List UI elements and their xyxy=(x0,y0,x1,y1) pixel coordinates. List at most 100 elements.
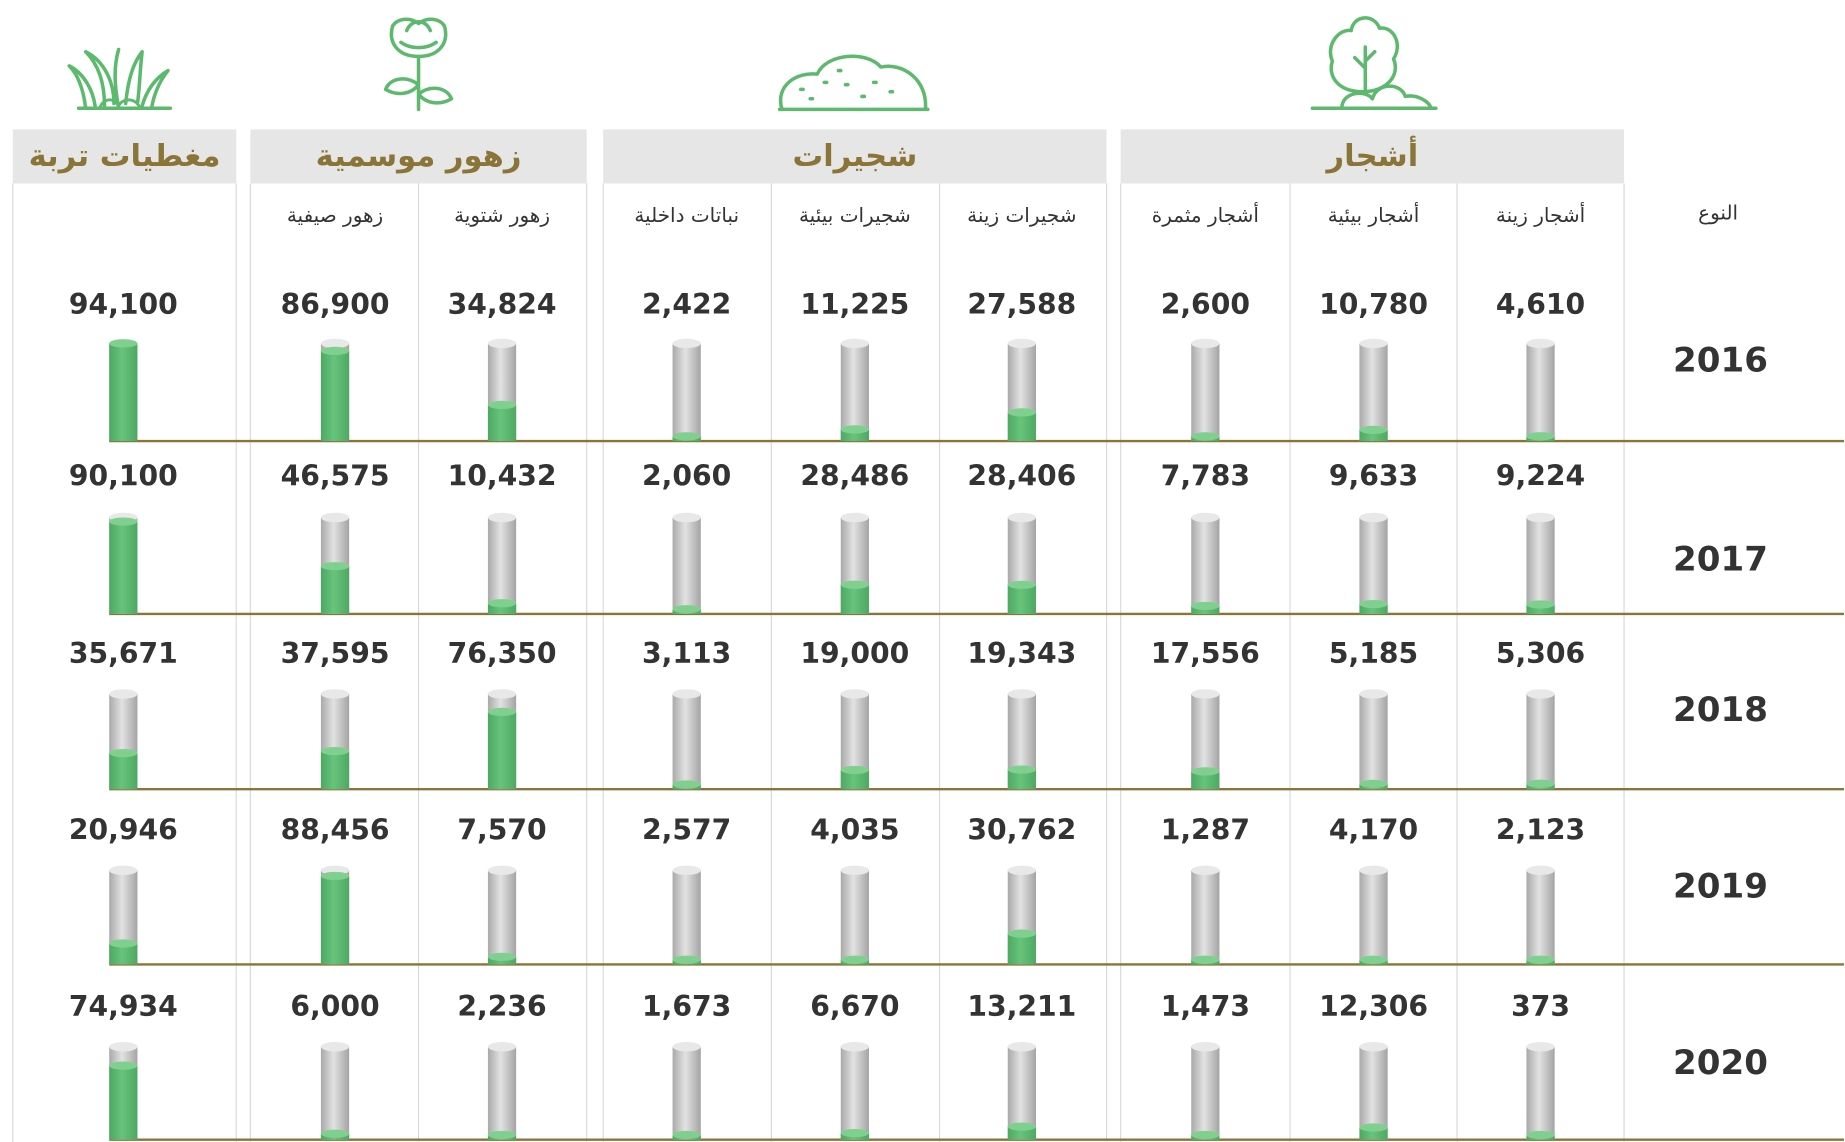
fill-level xyxy=(840,584,869,614)
bush-icon xyxy=(777,54,930,112)
fill-top xyxy=(1191,432,1220,441)
value-label: 4,170 xyxy=(1329,814,1418,847)
value-label: 4,035 xyxy=(810,814,899,847)
cylinder-top xyxy=(1191,1042,1220,1052)
fill-top xyxy=(1359,955,1388,964)
fill-level xyxy=(840,429,869,442)
cylinder xyxy=(840,343,869,442)
cylinder-top xyxy=(840,689,869,699)
cylinder-top xyxy=(1007,689,1036,699)
cylinder-top xyxy=(487,689,517,699)
fill-top xyxy=(1359,599,1388,609)
fill-level xyxy=(109,343,138,442)
fill-top xyxy=(1007,929,1036,938)
fill-top xyxy=(1007,408,1036,417)
fill-top xyxy=(1007,765,1036,774)
cylinder-top xyxy=(1359,689,1388,699)
fill-level xyxy=(320,350,350,442)
value-label: 5,185 xyxy=(1329,637,1418,670)
fill-top xyxy=(672,955,701,964)
fill-top xyxy=(320,871,350,881)
fill-top xyxy=(840,1128,869,1138)
type-label: النوع xyxy=(1698,201,1738,225)
value-label: 17,556 xyxy=(1151,637,1260,670)
value-label: 10,780 xyxy=(1319,288,1428,321)
cylinder-top xyxy=(1191,338,1220,349)
cylinder xyxy=(672,343,701,442)
value-label: 27,588 xyxy=(967,288,1076,321)
cylinder xyxy=(1526,693,1555,790)
value-label: 10,432 xyxy=(448,459,557,492)
value-label: 20,946 xyxy=(69,814,178,847)
fill-top xyxy=(109,517,138,526)
fill-top xyxy=(487,1130,517,1140)
fill-top xyxy=(672,780,701,789)
cylinder-top xyxy=(840,512,869,523)
value-label: 90,100 xyxy=(69,459,178,492)
value-label: 34,824 xyxy=(448,288,557,321)
cylinder xyxy=(1359,517,1388,614)
group-header: شجيرات xyxy=(792,139,917,174)
cylinder-top xyxy=(1191,865,1220,876)
year-label: 2018 xyxy=(1673,690,1768,730)
cylinder xyxy=(1526,870,1555,965)
fill-level xyxy=(1007,769,1036,790)
cylinder-top xyxy=(1191,689,1220,699)
cylinder-top xyxy=(1526,689,1555,699)
group-header: مغطيات تربة xyxy=(29,139,221,174)
cylinder xyxy=(1359,870,1388,965)
value-label: 37,595 xyxy=(281,637,390,670)
tree-icon xyxy=(1310,16,1438,110)
cylinder-top xyxy=(672,512,701,523)
cylinder xyxy=(487,517,517,614)
fill-level xyxy=(840,769,869,790)
value-label: 5,306 xyxy=(1496,637,1585,670)
fill-level xyxy=(320,751,350,790)
cylinder-top xyxy=(1526,512,1555,523)
value-label: 2,577 xyxy=(642,814,731,847)
fill-top xyxy=(109,1061,138,1070)
fill-level xyxy=(1359,429,1388,442)
rose-icon xyxy=(383,17,454,112)
value-label: 19,343 xyxy=(967,637,1076,670)
value-label: 28,406 xyxy=(967,459,1076,492)
cylinder-top xyxy=(840,865,869,876)
cylinder xyxy=(672,870,701,965)
fill-top xyxy=(320,346,350,356)
value-label: 3,113 xyxy=(642,637,731,670)
fill-top xyxy=(320,746,350,756)
value-label: 7,570 xyxy=(457,814,546,847)
fill-top xyxy=(487,952,517,961)
fill-level xyxy=(1007,412,1036,442)
fill-top xyxy=(1526,955,1555,964)
fill-top xyxy=(487,599,517,608)
column-header: أشجار زينة xyxy=(1496,202,1585,227)
cylinder xyxy=(840,870,869,965)
cylinder-top xyxy=(1191,512,1220,523)
fill-level xyxy=(1526,604,1555,614)
cylinder-top xyxy=(109,1042,138,1052)
fill-level xyxy=(1191,771,1220,790)
value-label: 6,000 xyxy=(290,990,379,1023)
fill-top xyxy=(320,562,350,571)
fill-level xyxy=(109,753,138,790)
column-header: زهور شتوية xyxy=(454,203,550,227)
fill-level xyxy=(487,404,517,442)
cylinder-top xyxy=(109,689,138,699)
fill-top xyxy=(109,939,138,948)
cylinder xyxy=(672,517,701,614)
value-label: 2,236 xyxy=(457,990,546,1023)
value-label: 2,060 xyxy=(642,459,731,492)
value-label: 86,900 xyxy=(281,288,390,321)
cylinder xyxy=(1526,517,1555,614)
fill-top xyxy=(1191,601,1220,611)
value-label: 2,600 xyxy=(1161,288,1250,321)
fill-top xyxy=(1007,1122,1036,1131)
fill-top xyxy=(1359,1123,1388,1132)
cylinder-top xyxy=(320,689,350,699)
value-label: 76,350 xyxy=(448,637,557,670)
group-header: زهور موسمية xyxy=(316,139,522,174)
column-header: شجيرات بيئية xyxy=(799,203,911,227)
value-label: 35,671 xyxy=(69,637,178,670)
cylinder xyxy=(840,1046,869,1140)
